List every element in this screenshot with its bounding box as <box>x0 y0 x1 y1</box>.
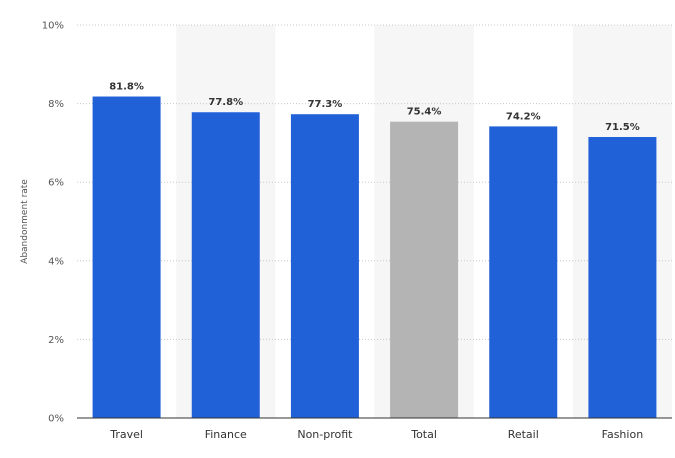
x-tick-label: Retail <box>508 428 539 441</box>
y-tick-label: 0% <box>48 414 64 425</box>
data-label: 74.2% <box>506 111 541 122</box>
bar <box>489 126 558 419</box>
x-tick-label: Total <box>410 428 437 441</box>
bar <box>191 112 260 418</box>
data-label: 71.5% <box>605 122 640 133</box>
data-label: 75.4% <box>407 107 442 118</box>
gridlines <box>77 24 672 340</box>
y-tick-label: 2% <box>48 335 64 346</box>
bar <box>588 137 657 418</box>
bar <box>390 121 459 418</box>
x-tick-label: Fashion <box>602 428 644 441</box>
y-axis-title: Abandonment rate <box>20 179 30 264</box>
y-tick-label: 4% <box>48 256 64 267</box>
x-axis-labels: Travel Finance Non-profit Total Retail Fashio… <box>109 428 643 441</box>
bars <box>92 96 657 419</box>
data-label: 77.8% <box>208 97 243 108</box>
bar <box>92 96 161 418</box>
y-tick-label: 8% <box>48 99 64 110</box>
bar <box>290 114 359 418</box>
data-label: 77.3% <box>308 99 343 110</box>
x-tick-label: Travel <box>109 428 143 441</box>
data-labels: 81.8% 77.8% 77.3% 75.4% 74.2% 71.5% <box>109 82 640 133</box>
y-tick-label: 10% <box>42 21 64 32</box>
y-axis-ticks: 0% 2% 4% 6% 8% 10% <box>42 21 64 425</box>
x-tick-label: Non-profit <box>297 428 353 441</box>
y-tick-label: 6% <box>48 178 64 189</box>
data-label: 81.8% <box>109 82 144 93</box>
x-tick-label: Finance <box>205 428 247 441</box>
